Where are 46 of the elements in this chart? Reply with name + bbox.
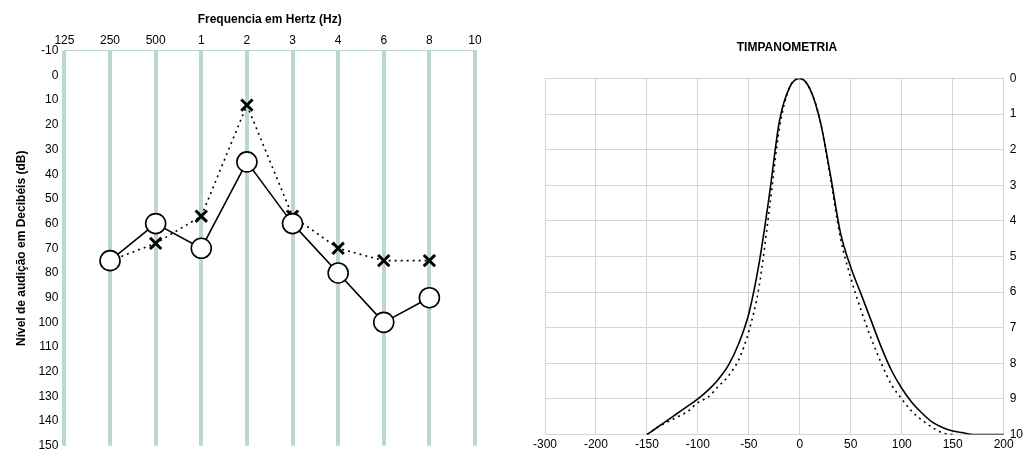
x-tick-label: 8 <box>426 32 434 47</box>
y-tick-label: 20 <box>45 117 59 132</box>
x-tick-label: -200 <box>583 437 609 452</box>
y-tick-label: 4 <box>1009 213 1017 228</box>
x-tick-label: 2 <box>243 32 251 47</box>
x-tick-label: 10 <box>468 32 482 47</box>
x-axis-title: Frequencia em Hertz (Hz) <box>197 11 342 26</box>
y-tick-label: 0 <box>1009 70 1017 85</box>
y-tick-label: 70 <box>45 240 59 255</box>
y-axis-title: Nível de audição em Decibéis (dB) <box>13 150 28 346</box>
chart-title: TIMPANOMETRIA <box>736 39 838 54</box>
y-tick-label: 60 <box>45 215 59 230</box>
x-tick-label: 500 <box>145 32 166 47</box>
x-tick-label: -50 <box>740 437 758 452</box>
x-tick-label: 100 <box>891 437 913 452</box>
x-tick-label: -100 <box>685 437 711 452</box>
y-tick-label: 8 <box>1009 355 1017 370</box>
x-tick-label: -300 <box>532 437 558 452</box>
y-tick-label: 6 <box>1009 284 1017 299</box>
x-tick-label: -150 <box>634 437 660 452</box>
y-tick-label: 140 <box>38 413 59 428</box>
y-tick-label: 80 <box>45 265 59 280</box>
y-tick-label: 9 <box>1009 391 1017 406</box>
y-tick-label: 130 <box>38 388 59 403</box>
y-tick-label: 40 <box>45 166 59 181</box>
y-tick-label: 2 <box>1009 141 1017 156</box>
y-tick-label: 120 <box>38 364 59 379</box>
x-tick-label: 150 <box>942 437 964 452</box>
y-tick-label: 30 <box>45 141 59 156</box>
y-tick-label: 10 <box>45 92 59 107</box>
y-tick-label: 3 <box>1009 177 1017 192</box>
y-tick-label: 7 <box>1009 320 1017 335</box>
y-tick-label: 1 <box>1009 106 1017 121</box>
y-tick-label: 50 <box>45 191 59 206</box>
x-tick-label: 3 <box>289 32 297 47</box>
y-tick-label: 5 <box>1009 248 1017 263</box>
x-tick-label: 250 <box>100 32 121 47</box>
y-tick-label: 0 <box>51 67 59 82</box>
y-tick-label: 110 <box>39 339 59 354</box>
x-tick-label: 4 <box>334 32 342 47</box>
y-tick-label: 100 <box>38 314 59 329</box>
x-tick-label: 50 <box>844 437 858 452</box>
x-tick-label: 6 <box>380 32 388 47</box>
x-tick-label: 1 <box>197 32 205 47</box>
x-tick-label: 0 <box>796 437 804 452</box>
y-tick-label: 90 <box>45 289 59 304</box>
